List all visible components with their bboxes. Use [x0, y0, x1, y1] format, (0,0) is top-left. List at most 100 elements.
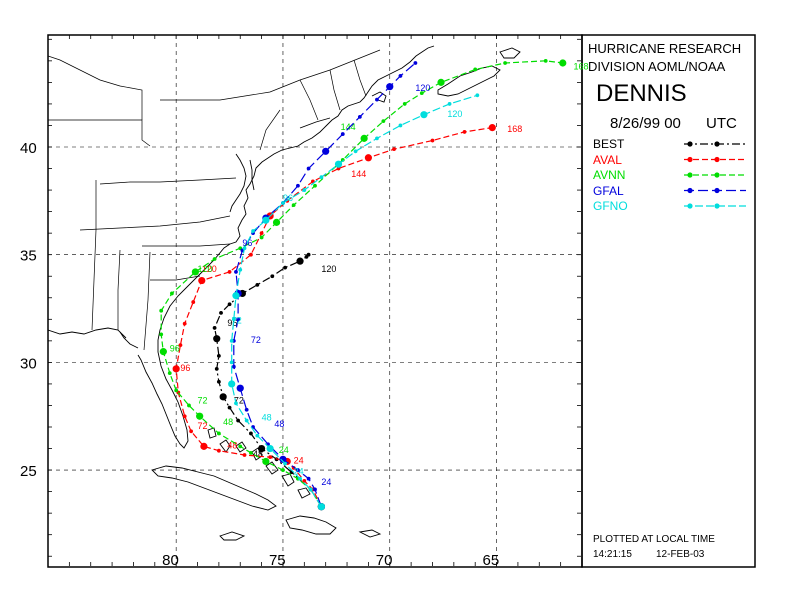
political-borders: [48, 49, 381, 351]
forecast-hour-label: 168: [507, 124, 522, 134]
track-point: [375, 136, 379, 141]
track-point: [266, 444, 274, 453]
forecast-hour-label: 48: [262, 413, 272, 423]
forecast-hour-label: 48: [253, 449, 263, 459]
track-point: [196, 412, 204, 420]
track-point: [437, 78, 445, 86]
track-point: [334, 160, 343, 168]
legend-marker: [714, 156, 720, 163]
track-point: [216, 431, 221, 436]
forecast-hour-label: 168: [573, 61, 588, 71]
track-point: [462, 130, 467, 134]
graticule: [48, 35, 582, 567]
lat-label: 35: [20, 248, 37, 265]
lat-label: 40: [20, 140, 37, 157]
track-point: [559, 59, 567, 67]
track-point: [402, 102, 407, 106]
forecast-hour-label: 120: [321, 264, 336, 274]
forecast-tracks: 4872961202448729612014416824487296120144…: [159, 58, 588, 511]
forecast-hour-label: 96: [283, 193, 293, 203]
track-point: [375, 97, 379, 102]
track-point: [447, 102, 452, 106]
track-point: [242, 453, 247, 457]
track-point: [322, 147, 330, 155]
plot-date: 12-FEB-03: [656, 549, 705, 560]
track-point: [259, 231, 264, 236]
track-point: [308, 487, 313, 492]
track-point: [216, 354, 221, 358]
storm-name: DENNIS: [596, 80, 687, 107]
track-line: [213, 254, 322, 508]
track-point: [159, 308, 164, 313]
track-point: [189, 429, 194, 434]
track-point: [298, 476, 302, 481]
legend-marker: [714, 187, 720, 194]
track-point: [262, 216, 270, 224]
forecast-hour-label: 24: [321, 477, 331, 487]
track-point: [229, 338, 234, 343]
track-point: [227, 405, 232, 410]
track-point: [178, 343, 183, 348]
track-point: [473, 67, 478, 72]
track-point: [419, 91, 424, 96]
forecast-hour-label: 144: [341, 122, 356, 132]
legend-label-aval: AVAL: [593, 152, 622, 167]
track-point: [182, 414, 187, 419]
track-point: [244, 418, 249, 423]
track-point: [353, 149, 358, 154]
track-point: [212, 257, 217, 261]
track-point: [281, 201, 285, 205]
track-aval: 24 48 72 96 120 144 168: [172, 124, 522, 511]
track-point: [357, 114, 362, 119]
track-point: [172, 365, 180, 373]
track-point: [302, 478, 307, 483]
track-point: [236, 317, 241, 322]
track-point: [231, 317, 236, 322]
track-point: [236, 384, 244, 392]
legend-marker: [687, 172, 693, 178]
forecast-hour-label: 72: [251, 335, 261, 345]
track-point: [306, 476, 311, 481]
lat-label: 30: [20, 355, 37, 372]
track-gfno: 24 48 72 96 120: [228, 93, 480, 511]
track-point: [249, 431, 253, 436]
track-point: [420, 111, 428, 119]
track-point: [313, 487, 317, 492]
forecast-hour-label: 72: [234, 395, 244, 405]
track-point: [236, 418, 241, 423]
legend-marker: [714, 203, 720, 209]
track-point: [364, 154, 372, 162]
track-point: [296, 257, 304, 265]
track-point: [234, 401, 238, 406]
track-point: [227, 302, 232, 307]
track-point: [219, 310, 223, 315]
track-point: [238, 267, 243, 272]
track-point: [251, 229, 255, 233]
track-point: [360, 134, 368, 142]
track-point: [296, 183, 300, 188]
track-point: [268, 455, 273, 460]
track-point: [169, 291, 174, 296]
plot-time: 14:21:15: [593, 549, 632, 560]
track-point: [200, 442, 208, 450]
forecast-hour-label: 144: [351, 169, 366, 179]
forecast-hour-label: 24: [294, 466, 304, 476]
track-point: [503, 61, 508, 65]
forecast-hour-label: 48: [274, 419, 284, 429]
track-point: [302, 188, 307, 192]
track-point: [381, 119, 386, 124]
track-point: [219, 393, 227, 401]
legend-label-gfno: GFNO: [593, 199, 628, 213]
forecast-hour-label: 96: [180, 363, 190, 373]
track-point: [159, 332, 164, 337]
track-point: [255, 433, 260, 438]
track-point: [213, 335, 221, 343]
track-line: [233, 62, 416, 507]
track-point: [317, 503, 326, 511]
agency-line-1: HURRICANE RESEARCH: [588, 41, 742, 56]
track-point: [214, 366, 219, 371]
legend-marker: [714, 141, 720, 147]
track-point: [543, 58, 548, 63]
track-point: [306, 252, 311, 257]
